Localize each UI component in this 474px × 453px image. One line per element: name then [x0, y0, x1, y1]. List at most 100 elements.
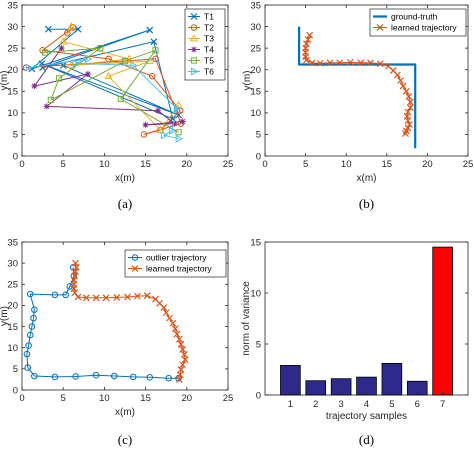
data-point	[399, 82, 407, 90]
x-tick-label: 5	[303, 159, 308, 170]
data-point	[143, 292, 151, 300]
data-point	[74, 293, 82, 301]
series-t6	[25, 54, 183, 143]
series-t5	[41, 45, 182, 136]
data-point	[148, 72, 156, 80]
panel-b: (b) 0 5 10 15 20 25 0 5 10 15 20 25 30 35 x(m) y(m) groun…	[242, 0, 473, 211]
x-tick-label: 0	[19, 159, 24, 170]
data-point	[30, 314, 37, 322]
series-line	[33, 47, 183, 126]
data-point	[316, 59, 324, 67]
data-point	[92, 294, 100, 302]
legend-marker	[376, 24, 384, 31]
data-point	[357, 59, 365, 67]
y-tick-label: 20	[7, 301, 18, 312]
y-tick-label: 15	[250, 87, 261, 98]
data-point	[169, 319, 177, 327]
data-point	[179, 361, 187, 369]
x-tick-label: 15	[140, 159, 151, 170]
data-point	[31, 83, 38, 90]
data-point	[26, 290, 34, 298]
data-point	[162, 309, 170, 317]
series-learned-trajectory	[302, 31, 414, 137]
x-tick-label: 5	[389, 399, 394, 410]
data-point	[92, 371, 100, 379]
data-point	[173, 330, 181, 338]
panel-c: (c) 0 5 10 15 20 25 0 5 10 15 20 25 30 35 x(m) y(m) outli…	[0, 237, 233, 447]
data-point	[304, 36, 312, 43]
data-point	[85, 54, 93, 63]
y-axis-label: y(m)	[242, 71, 253, 91]
x-axis-label: trajectory samples	[326, 411, 407, 422]
y-tick-label: 5	[256, 339, 261, 350]
legend-marker	[131, 254, 139, 261]
panel-d: (d) 0 5 10 15 1 2 3 4 5 6 7 trajectory samples norm o…	[241, 237, 469, 447]
x-tick-label: 25	[463, 159, 474, 170]
legend-marker	[131, 265, 139, 272]
data-point	[152, 55, 159, 63]
data-point	[397, 77, 405, 84]
data-point	[113, 293, 121, 301]
x-tick-label: 20	[422, 159, 433, 170]
data-point	[31, 306, 38, 313]
panel-caption: (b)	[359, 196, 374, 211]
y-tick-label: 10	[250, 108, 261, 119]
x-tick-label: 3	[338, 399, 343, 410]
legend-box	[124, 249, 227, 278]
legend-entry: T3	[204, 34, 214, 44]
series-line	[298, 26, 417, 149]
y-tick-label: 25	[7, 43, 18, 54]
data-point	[179, 345, 187, 353]
data-point	[146, 374, 154, 381]
data-point	[25, 342, 32, 349]
data-point	[181, 356, 189, 363]
data-point	[142, 121, 149, 128]
series-line	[26, 267, 179, 379]
data-point	[367, 59, 374, 67]
data-point	[152, 47, 159, 54]
panel-caption: (c)	[118, 432, 132, 447]
y-tick-label: 25	[250, 43, 261, 54]
y-tick-label: 30	[7, 258, 18, 269]
x-tick-label: 15	[140, 393, 151, 404]
x-tick-label: 25	[223, 393, 234, 404]
data-point	[308, 59, 316, 67]
y-tick-label: 30	[250, 22, 261, 33]
data-point	[160, 131, 169, 140]
data-point	[346, 58, 354, 66]
data-point	[121, 57, 129, 65]
data-point	[28, 323, 36, 330]
data-point	[402, 87, 410, 95]
series-line	[31, 28, 180, 120]
series-line	[26, 26, 182, 135]
data-point	[406, 98, 414, 106]
legend-box	[369, 8, 467, 37]
data-point	[67, 22, 76, 30]
series-line	[45, 47, 179, 133]
data-point	[175, 134, 183, 143]
data-point	[302, 56, 310, 64]
data-point	[130, 61, 138, 70]
data-point	[84, 71, 91, 78]
x-tick-label: 0	[19, 393, 24, 404]
data-point	[44, 25, 52, 33]
data-point	[175, 129, 182, 136]
x-tick-label: 10	[341, 159, 352, 170]
data-point	[336, 59, 344, 67]
x-tick-label: 7	[440, 399, 445, 410]
data-point	[169, 126, 177, 136]
data-point	[62, 291, 69, 299]
y-tick-label: 10	[7, 343, 18, 354]
data-point	[82, 294, 90, 302]
data-point	[171, 325, 179, 333]
data-point	[156, 125, 165, 134]
series-t4	[31, 45, 186, 128]
data-point	[402, 130, 409, 137]
data-point	[51, 373, 59, 381]
x-axis-label: x(m)	[115, 407, 135, 418]
x-tick-label: 5	[61, 159, 66, 170]
data-point	[179, 118, 186, 125]
bar-5	[381, 362, 403, 396]
